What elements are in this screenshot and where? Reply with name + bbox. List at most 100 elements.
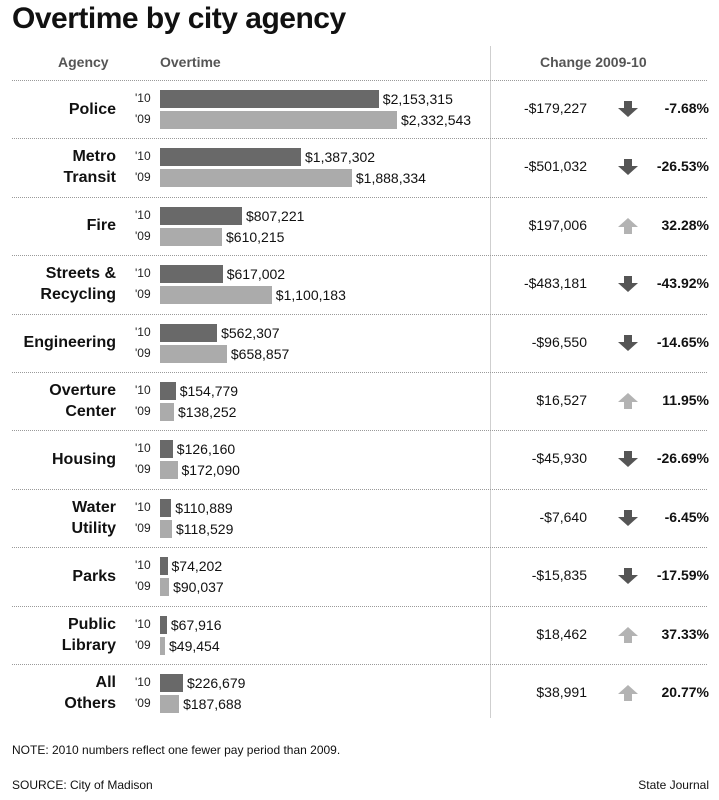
bar-y10 bbox=[160, 265, 223, 284]
row-separator bbox=[12, 664, 707, 665]
change-amount: $38,991 bbox=[536, 684, 587, 700]
bar-value-label: $126,160 bbox=[176, 441, 236, 458]
bar-value-label: $1,387,302 bbox=[305, 149, 376, 166]
bar-y10 bbox=[160, 557, 168, 576]
publisher-credit: State Journal bbox=[638, 778, 709, 792]
bar-y09 bbox=[160, 403, 174, 421]
arrow-up-icon bbox=[618, 626, 638, 643]
change-amount: -$179,227 bbox=[523, 100, 587, 116]
bar-value-label: $226,679 bbox=[187, 675, 246, 691]
bar-y09 bbox=[160, 461, 178, 480]
bar-value-label: $658,857 bbox=[230, 345, 290, 362]
change-percent: -7.68% bbox=[664, 100, 709, 116]
change-amount: $18,462 bbox=[536, 625, 587, 642]
agency-label-line: Engineering bbox=[23, 334, 116, 352]
year-label: '09 bbox=[135, 287, 151, 302]
agency-label-line: Utility bbox=[71, 519, 116, 537]
arrow-down-icon bbox=[618, 568, 638, 585]
year-label: '10 bbox=[135, 616, 151, 631]
bar-y09 bbox=[160, 344, 227, 363]
bar-value-label: $807,221 bbox=[246, 207, 305, 224]
row-separator bbox=[12, 547, 707, 549]
bar-value-label: $154,779 bbox=[179, 383, 239, 399]
chart-title: Overtime by city agency bbox=[12, 2, 346, 35]
source-line: SOURCE: City of Madison bbox=[12, 778, 153, 792]
bar-value-label: $2,332,543 bbox=[401, 112, 472, 128]
agency-column-header: Agency bbox=[58, 54, 109, 70]
bar-value-label: $617,002 bbox=[226, 266, 286, 283]
agency-label: Public Library bbox=[62, 606, 116, 664]
arrow-up-icon bbox=[618, 217, 638, 234]
bar-value-label: $610,215 bbox=[226, 228, 285, 245]
year-label: '09 bbox=[135, 462, 151, 477]
arrow-up-icon bbox=[618, 685, 638, 701]
year-label: '10 bbox=[135, 383, 151, 397]
year-label: '10 bbox=[135, 675, 151, 689]
change-percent: 32.28% bbox=[661, 216, 709, 233]
year-label: '10 bbox=[135, 91, 151, 105]
arrow-down-icon bbox=[618, 276, 638, 293]
change-percent: -26.53% bbox=[656, 158, 709, 175]
bar-y10 bbox=[160, 382, 176, 400]
bar-value-label: $187,688 bbox=[183, 696, 242, 712]
agency-label-line: Housing bbox=[52, 450, 116, 468]
year-label: '09 bbox=[135, 112, 151, 126]
bar-y09 bbox=[160, 695, 180, 713]
agency-label-line: Fire bbox=[86, 217, 116, 235]
row-separator bbox=[12, 80, 707, 81]
agency-label-line: Overture bbox=[49, 382, 116, 399]
agency-label: Metro Transit bbox=[64, 138, 116, 196]
year-label: '09 bbox=[135, 404, 151, 418]
row-separator bbox=[12, 605, 707, 607]
row-separator bbox=[12, 196, 707, 198]
bar-value-label: $67,916 bbox=[170, 616, 222, 633]
agency-label-line: Recycling bbox=[40, 286, 116, 304]
agency-label-line: Police bbox=[68, 100, 116, 118]
table-row: Overture Center '10 $154,779 '09 $138,252 $16,… bbox=[0, 372, 719, 430]
bar-y09 bbox=[160, 227, 222, 246]
agency-label-line: Public bbox=[67, 615, 116, 633]
year-label: '09 bbox=[135, 170, 151, 185]
arrow-down-icon bbox=[618, 101, 638, 117]
agency-label-line: Others bbox=[64, 695, 116, 712]
bar-y10 bbox=[160, 148, 301, 167]
agency-label: Police bbox=[69, 80, 116, 138]
bar-value-label: $2,153,315 bbox=[382, 91, 453, 107]
bar-value-label: $1,100,183 bbox=[275, 287, 346, 304]
year-label: '09 bbox=[135, 345, 151, 360]
table-row: Metro Transit '10 $1,387,302 '09 $1,888,334 -$… bbox=[0, 138, 719, 196]
table-row: Water Utility '10 $110,889 '09 $118,529 -$7,64… bbox=[0, 489, 719, 547]
overtime-column-header: Overtime bbox=[160, 54, 221, 70]
arrow-down-icon bbox=[618, 334, 638, 351]
change-amount: -$501,032 bbox=[523, 158, 587, 175]
change-amount: $197,006 bbox=[528, 216, 587, 233]
agency-label-line: Library bbox=[61, 636, 116, 654]
table-row: Engineering '10 $562,307 '09 $658,857 -$96,55… bbox=[0, 314, 719, 372]
agency-label-line: Transit bbox=[63, 169, 116, 187]
row-separator bbox=[12, 255, 707, 257]
agency-label-line: Streets & bbox=[45, 265, 116, 283]
year-label: '10 bbox=[135, 266, 151, 281]
year-label: '10 bbox=[135, 324, 151, 339]
table-row: Police '10 $2,153,315 '09 $2,332,543 -$179,22… bbox=[0, 80, 719, 138]
agency-label: Parks bbox=[72, 547, 116, 605]
bar-value-label: $172,090 bbox=[181, 462, 240, 479]
agency-label: Fire bbox=[87, 197, 116, 255]
bar-y09 bbox=[160, 578, 170, 597]
change-percent: -26.69% bbox=[656, 450, 709, 467]
table-row: Housing '10 $126,160 '09 $172,090 -$45,930 -26… bbox=[0, 430, 719, 488]
bar-y10 bbox=[160, 206, 242, 225]
arrow-down-icon bbox=[618, 509, 638, 526]
agency-label: All Others bbox=[64, 664, 116, 722]
row-separator bbox=[12, 138, 707, 140]
bar-y09 bbox=[160, 519, 172, 538]
bar-value-label: $110,889 bbox=[175, 499, 233, 516]
bar-value-label: $138,252 bbox=[178, 404, 237, 420]
bar-y10 bbox=[160, 498, 172, 517]
bar-y10 bbox=[160, 615, 167, 634]
bar-value-label: $90,037 bbox=[173, 579, 224, 596]
change-percent: -43.92% bbox=[656, 275, 709, 292]
table-row: Fire '10 $807,221 '09 $610,215 $197,006 32.28% bbox=[0, 197, 719, 255]
change-amount: $16,527 bbox=[536, 392, 587, 408]
change-amount: -$7,640 bbox=[539, 508, 587, 525]
